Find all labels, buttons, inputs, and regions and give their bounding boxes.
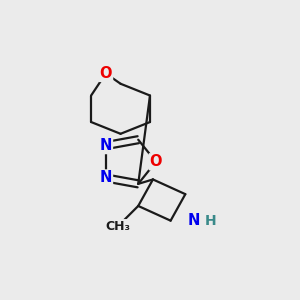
Text: N: N xyxy=(188,213,200,228)
Text: O: O xyxy=(100,66,112,81)
Text: H: H xyxy=(205,214,216,228)
Text: CH₃: CH₃ xyxy=(105,220,130,233)
Text: O: O xyxy=(150,154,162,169)
Text: N: N xyxy=(100,170,112,185)
Text: N: N xyxy=(100,138,112,153)
